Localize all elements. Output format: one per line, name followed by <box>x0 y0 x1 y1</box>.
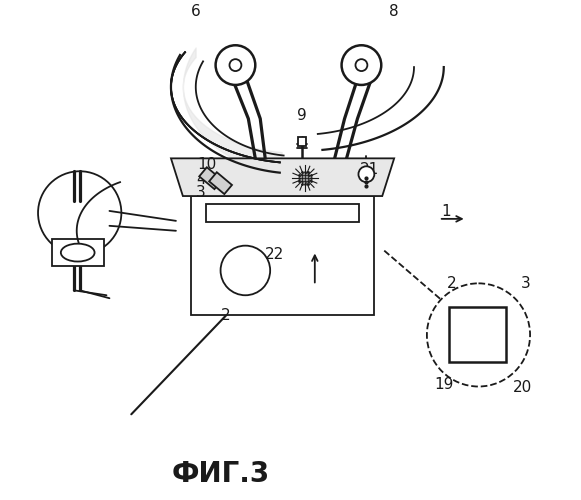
Text: 20: 20 <box>513 380 532 396</box>
Text: 2: 2 <box>221 308 230 323</box>
Text: 21: 21 <box>360 162 379 177</box>
Circle shape <box>356 59 367 71</box>
Text: 4: 4 <box>196 172 206 187</box>
Text: 19: 19 <box>434 378 453 392</box>
Text: 2: 2 <box>447 276 456 291</box>
Bar <box>206 204 360 222</box>
Circle shape <box>229 59 241 71</box>
Circle shape <box>342 46 381 85</box>
Text: 9: 9 <box>297 108 307 122</box>
Polygon shape <box>171 158 394 196</box>
Circle shape <box>358 166 374 182</box>
Bar <box>449 307 506 362</box>
Circle shape <box>221 246 270 296</box>
Ellipse shape <box>61 244 95 262</box>
Circle shape <box>38 171 121 254</box>
Circle shape <box>216 46 255 85</box>
Bar <box>298 136 306 146</box>
Text: ФИГ.3: ФИГ.3 <box>171 460 270 488</box>
Text: 1: 1 <box>442 204 451 219</box>
Polygon shape <box>199 168 222 189</box>
Text: 6: 6 <box>191 4 200 20</box>
Bar <box>52 238 103 266</box>
Text: 10: 10 <box>198 158 217 172</box>
Polygon shape <box>209 172 232 194</box>
Text: 3: 3 <box>521 276 531 291</box>
Text: 8: 8 <box>389 4 399 20</box>
Bar <box>191 196 374 315</box>
Text: 22: 22 <box>265 246 285 262</box>
Circle shape <box>427 284 530 387</box>
Text: 3: 3 <box>196 185 206 200</box>
